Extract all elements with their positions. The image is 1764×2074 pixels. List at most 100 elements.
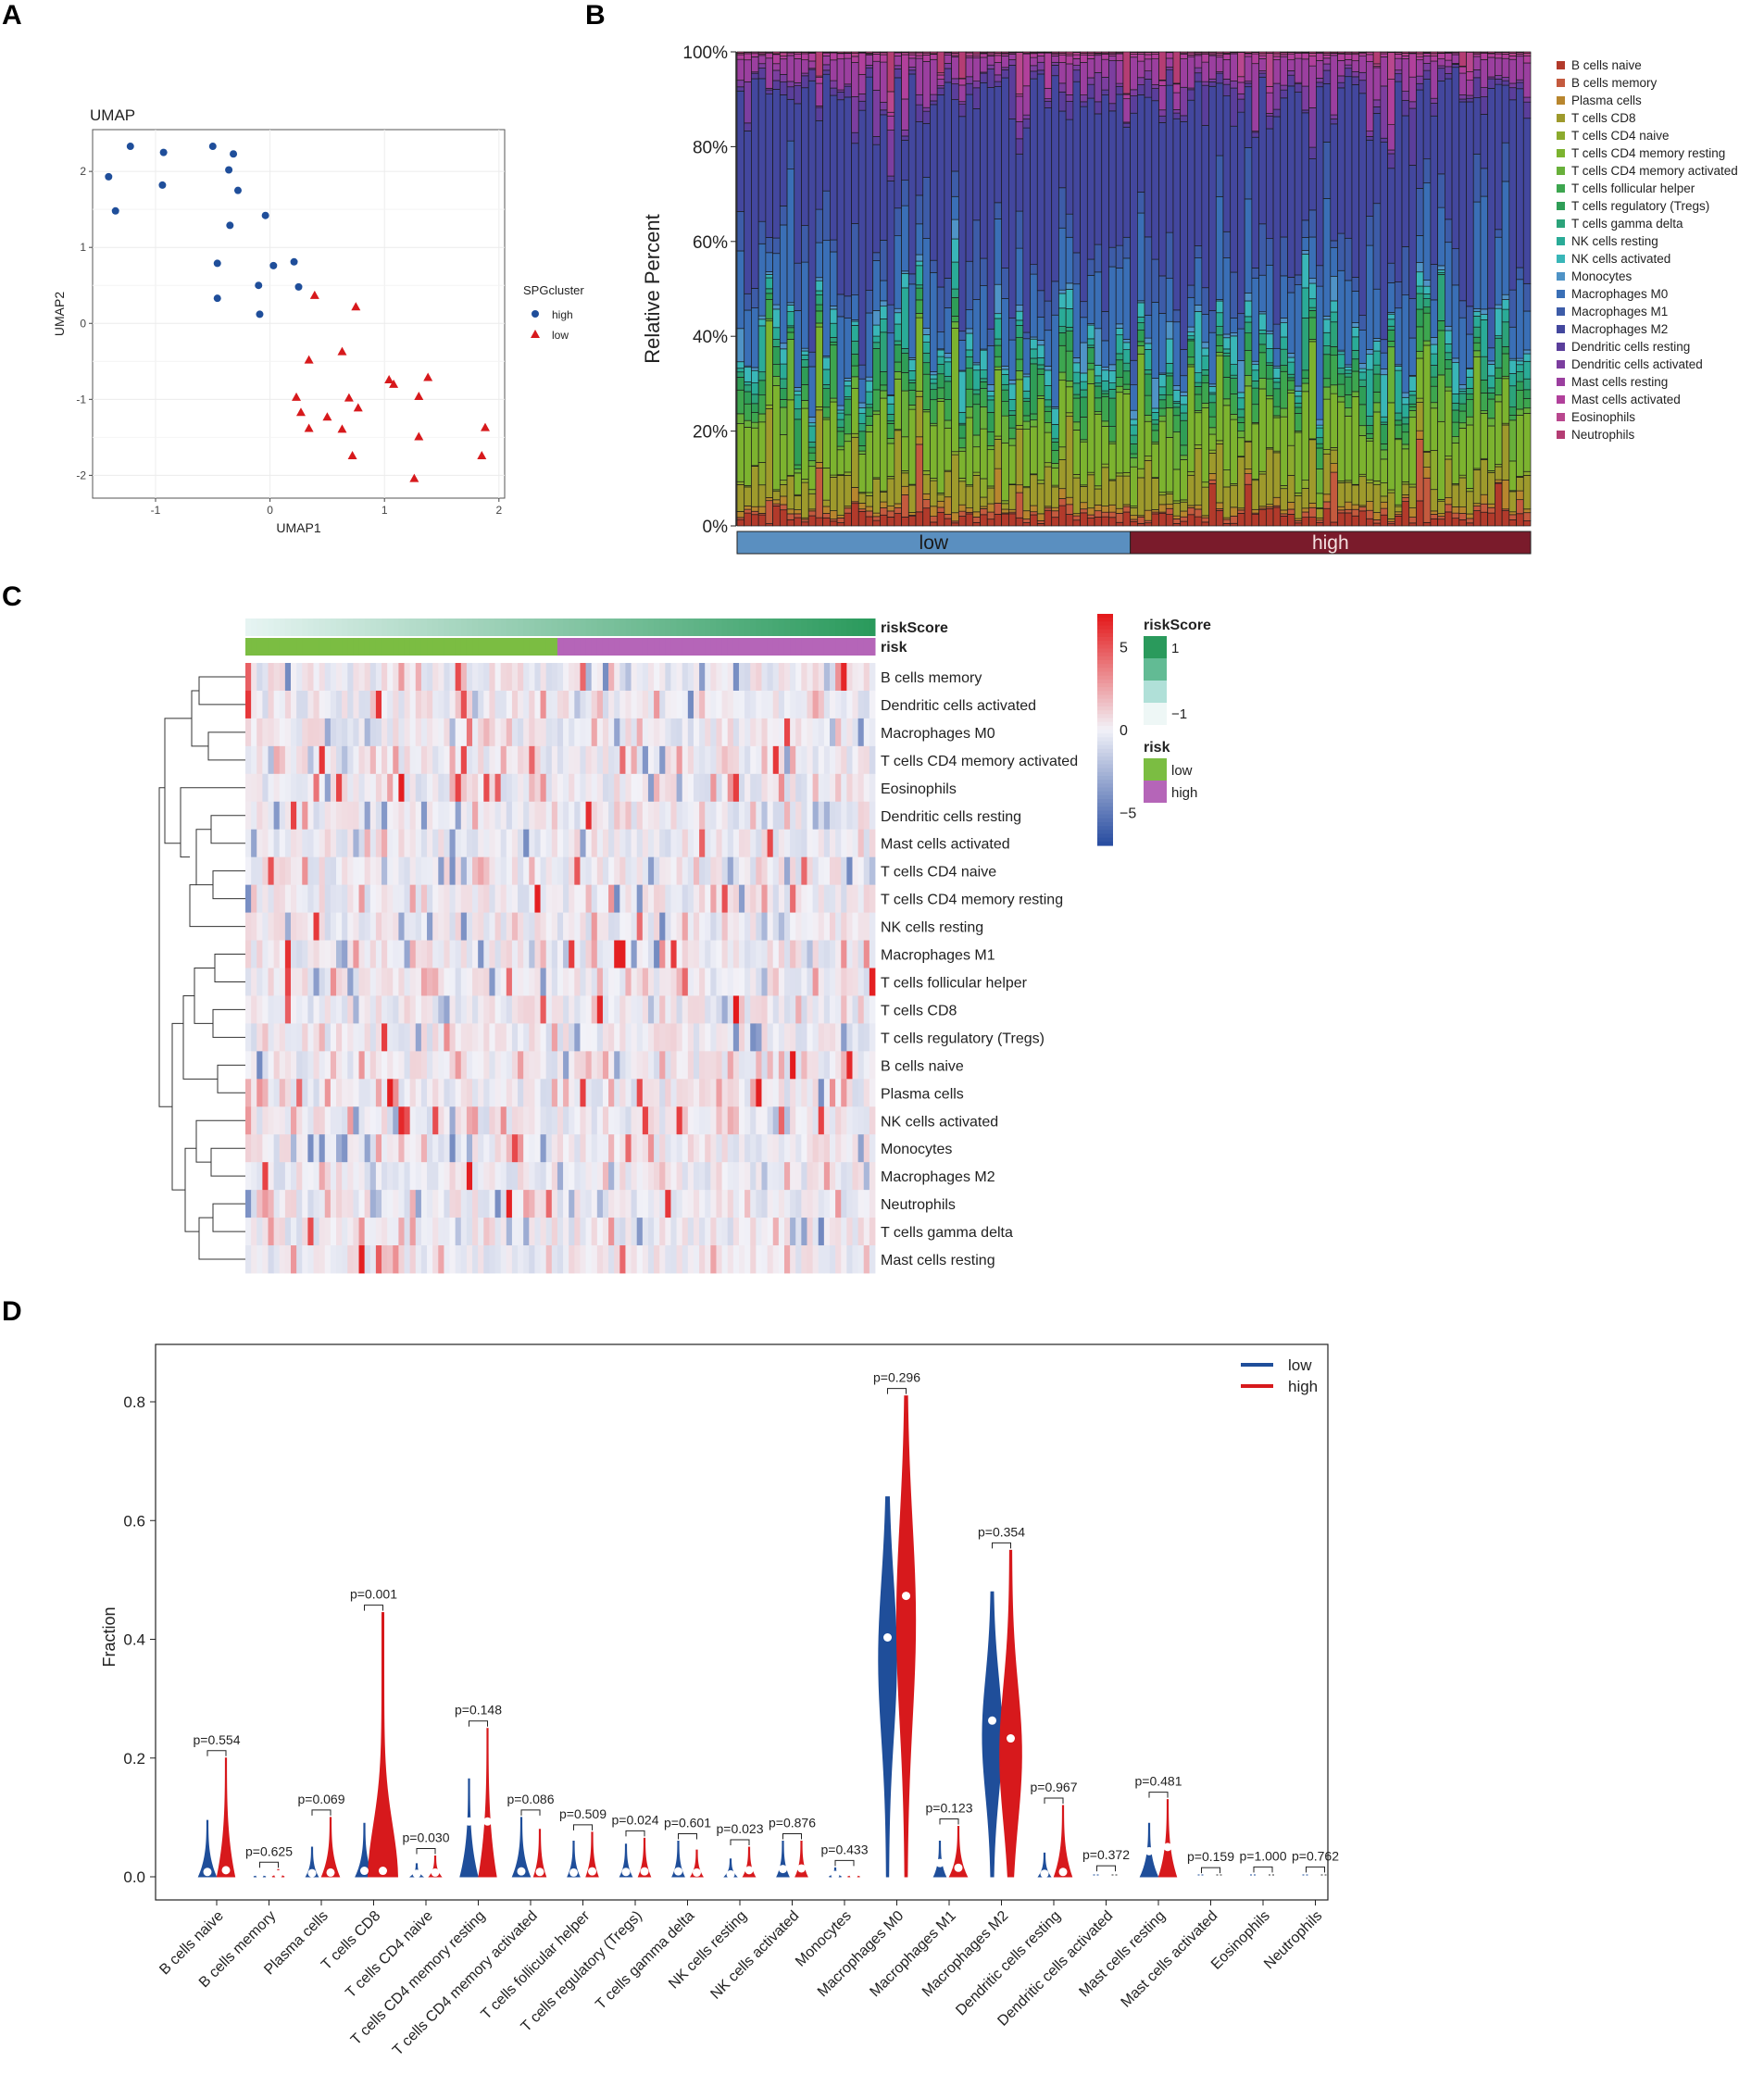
heatmap-cell	[812, 1051, 819, 1080]
heatmap-cell	[529, 856, 535, 886]
heatmap-cell	[307, 884, 314, 913]
stacked-legend-swatch	[1557, 272, 1565, 281]
heatmap-risk-cell	[687, 638, 694, 656]
stacked-segment-t-cells-cd4-memory-activated	[857, 450, 867, 455]
heatmap-cell	[807, 995, 814, 1024]
heatmap-cell	[807, 856, 814, 886]
heatmap-cell	[307, 829, 314, 858]
heatmap-cell	[710, 940, 717, 968]
stacked-segment-t-cells-follicular-helper	[1487, 398, 1495, 419]
stacked-segment-nk-cells-activated	[915, 260, 924, 267]
heatmap-cell	[342, 1106, 348, 1135]
stacked-segment-t-cells-gamma-delta	[1194, 381, 1203, 387]
heatmap-cell	[307, 995, 314, 1024]
heatmap-cell	[404, 1134, 411, 1163]
heatmap-cell	[636, 1134, 644, 1163]
stacked-segment-t-cells-cd4-memory-resting	[1094, 413, 1103, 487]
stacked-segment-t-cells-follicular-helper	[986, 431, 995, 446]
heatmap-cell	[336, 940, 343, 968]
stacked-segment-macrophages-m1	[944, 278, 952, 308]
stacked-segment-t-cells-cd8	[1466, 491, 1474, 515]
heatmap-cell	[273, 663, 281, 692]
heatmap-cell	[427, 663, 433, 692]
heatmap-cell	[256, 912, 263, 941]
heatmap-risk-cell	[835, 638, 842, 656]
heatmap-cell	[829, 940, 836, 968]
heatmap-cell	[619, 884, 626, 913]
heatmap-cell	[529, 1079, 535, 1107]
stacked-segment-t-cells-follicular-helper	[1165, 394, 1174, 408]
heatmap-cell	[319, 718, 326, 747]
stacked-segment-plasma-cells	[894, 503, 902, 508]
stacked-segment-t-cells-cd4-memory-activated	[1030, 419, 1038, 428]
umap-point-high	[230, 150, 238, 158]
heatmap-cell	[284, 1079, 292, 1107]
heatmap-cell	[835, 1162, 842, 1191]
stacked-segment-t-cells-cd8	[1337, 482, 1345, 507]
heatmap-cell	[818, 940, 825, 968]
heatmap-cell	[262, 801, 269, 831]
heatmap-cell	[302, 1162, 308, 1191]
stacked-segment-nk-cells-resting	[1294, 395, 1303, 404]
heatmap-cell	[625, 912, 632, 941]
stacked-segment-t-cells-cd4-memory-resting	[907, 408, 917, 485]
stacked-segment-t-cells-cd4-naive	[1172, 500, 1182, 505]
heatmap-cell	[460, 1162, 468, 1191]
heatmap-cell	[369, 801, 377, 831]
heatmap-cell	[823, 1051, 831, 1080]
stacked-segment-macrophages-m1	[815, 208, 823, 244]
stacked-segment-b-cells-memory	[1472, 506, 1482, 511]
heatmap-cell	[284, 690, 292, 719]
heatmap-cell	[693, 1106, 700, 1135]
heatmap-cell	[302, 912, 308, 941]
stacked-segment-t-cells-cd4-memory-activated	[1258, 378, 1267, 390]
heatmap-riskscore-cell	[614, 618, 620, 636]
stacked-segment-macrophages-m2	[736, 90, 745, 212]
stacked-segment-macrophages-m0	[1366, 244, 1374, 350]
stacked-segment-t-cells-cd8	[1230, 484, 1238, 508]
heatmap-cell	[846, 801, 853, 831]
heatmap-cell	[778, 690, 785, 719]
heatmap-cell	[596, 663, 604, 692]
heatmap-cell	[744, 829, 751, 858]
stacked-segment-t-cells-cd4-memory-resting	[865, 431, 874, 494]
heatmap-cell	[647, 1051, 655, 1080]
heatmap-row-label: Macrophages M2	[881, 1169, 995, 1185]
heatmap-cell	[523, 801, 530, 831]
heatmap-cell	[324, 940, 332, 968]
heatmap-cell	[795, 1162, 802, 1191]
heatmap-cell	[716, 856, 722, 886]
heatmap-cell	[823, 718, 831, 747]
heatmap-cell	[382, 1023, 388, 1052]
heatmap-cell	[268, 773, 275, 803]
umap-point-high	[213, 259, 221, 268]
stacked-segment-nk-cells-resting	[901, 287, 909, 349]
heatmap-cell	[744, 995, 751, 1024]
stacked-segment-dendritic-cells-activated	[1466, 94, 1474, 99]
heatmap-cell	[358, 968, 366, 996]
stacked-segment-t-cells-regulatory-tregs	[1237, 417, 1245, 423]
heatmap-cell	[795, 718, 802, 747]
stacked-segment-nk-cells-resting	[851, 325, 859, 342]
heatmap-cell	[262, 1051, 269, 1080]
stacked-segment-neutrophils	[1194, 51, 1203, 54]
heatmap-cell	[245, 1134, 252, 1163]
heatmap-cell	[721, 940, 729, 968]
heatmap-cell	[795, 1134, 802, 1163]
heatmap-cell	[710, 773, 717, 803]
heatmap-cell	[846, 773, 853, 803]
heatmap-cell	[732, 1162, 740, 1191]
stacked-segment-b-cells-memory	[844, 507, 852, 514]
stacked-segment-t-cells-follicular-helper	[1330, 355, 1338, 386]
stacked-segment-t-cells-cd4-naive	[1158, 492, 1167, 496]
heatmap-riskscore-cell	[732, 618, 740, 636]
stacked-segment-b-cells-naive	[1287, 514, 1295, 527]
heatmap-cell	[761, 912, 769, 941]
stacked-segment-b-cells-naive	[1051, 517, 1059, 527]
heatmap-cell	[738, 968, 745, 996]
heatmap-cell	[602, 968, 609, 996]
stacked-segment-dendritic-cells-resting	[1408, 107, 1417, 166]
stacked-segment-mast-cells-activated	[815, 77, 823, 84]
stacked-segment-t-cells-gamma-delta	[880, 331, 888, 372]
heatmap-cell	[783, 690, 791, 719]
